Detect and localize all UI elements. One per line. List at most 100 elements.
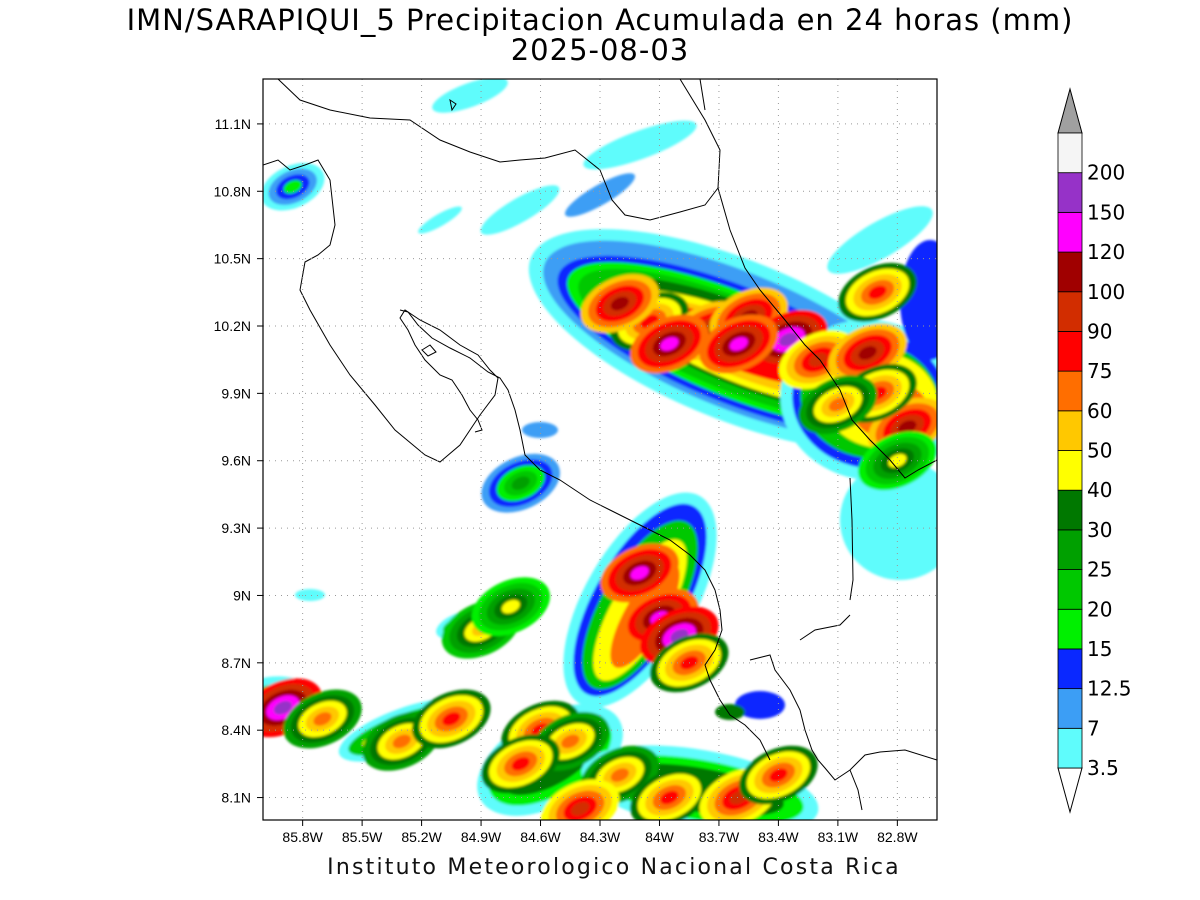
colorbar-label: 60 bbox=[1087, 399, 1112, 423]
colorbar-label: 120 bbox=[1087, 240, 1125, 264]
coastline-caribbean bbox=[717, 187, 937, 479]
colorbar-swatch bbox=[1057, 489, 1083, 531]
coastline-burica bbox=[749, 654, 937, 781]
colorbar-label: 200 bbox=[1087, 161, 1125, 185]
coastline-nicaragua bbox=[277, 79, 721, 221]
lat-tick-label: 8.4N bbox=[221, 722, 251, 738]
rain-cell bbox=[610, 768, 629, 782]
rain-cell bbox=[858, 346, 877, 360]
colorbar-label: 12.5 bbox=[1087, 677, 1132, 701]
lon-tick-label: 83.4W bbox=[758, 829, 799, 845]
colorbar-swatch bbox=[1057, 648, 1083, 690]
lon-tick-label: 84W bbox=[645, 829, 675, 845]
colorbar-swatch bbox=[1057, 569, 1083, 610]
lon-tick-label: 85.2W bbox=[401, 829, 442, 845]
rain-cell bbox=[660, 337, 679, 351]
rain-band bbox=[480, 185, 560, 235]
rain-cell bbox=[660, 790, 679, 805]
lat-tick-label: 11.1N bbox=[215, 116, 251, 132]
colorbar-label: 50 bbox=[1087, 439, 1112, 463]
rain-band bbox=[418, 206, 462, 234]
colorbar-label: 75 bbox=[1087, 359, 1112, 383]
colorbar-swatch bbox=[1057, 132, 1083, 174]
rain-band bbox=[565, 173, 635, 217]
colorbar-label: 40 bbox=[1087, 478, 1112, 502]
colorbar-label: 3.5 bbox=[1087, 756, 1119, 780]
lat-tick-label: 10.8N bbox=[214, 183, 251, 199]
island-chira bbox=[421, 344, 437, 357]
colorbar-max-arrow bbox=[1057, 87, 1083, 134]
rain-cell bbox=[828, 397, 847, 412]
lat-tick-label: 10.5N bbox=[214, 251, 251, 267]
rain-band bbox=[735, 691, 785, 719]
rain-cell bbox=[630, 566, 649, 580]
lat-tick-label: 8.7N bbox=[221, 655, 251, 671]
lat-tick-label: 9.9N bbox=[221, 385, 251, 401]
rain-cell bbox=[561, 734, 580, 749]
rain-band bbox=[522, 422, 558, 438]
colorbar-label: 90 bbox=[1087, 319, 1112, 343]
rain-cell bbox=[392, 734, 411, 749]
rain-cell bbox=[779, 332, 798, 347]
rain-cell bbox=[571, 801, 590, 816]
rain-cell bbox=[283, 179, 302, 194]
colorbar-swatch bbox=[1057, 251, 1083, 293]
colorbar-swatch bbox=[1057, 688, 1083, 729]
colorbar-label: 100 bbox=[1087, 280, 1125, 304]
colorbar-min-arrow bbox=[1057, 767, 1083, 814]
lat-tick-label: 8.1N bbox=[221, 790, 251, 806]
colorbar-swatch bbox=[1057, 529, 1083, 570]
rain-cell bbox=[511, 757, 530, 771]
rain-band bbox=[827, 206, 933, 274]
colorbar-swatch bbox=[1057, 410, 1083, 451]
colorbar-label: 30 bbox=[1087, 518, 1112, 542]
precipitation-field bbox=[263, 79, 937, 820]
lon-tick-label: 84.6W bbox=[520, 829, 561, 845]
coastline-osa-east bbox=[799, 614, 851, 641]
lon-tick-label: 85.5W bbox=[342, 829, 383, 845]
lon-tick-label: 84.3W bbox=[580, 829, 621, 845]
colorbar-swatch bbox=[1057, 727, 1083, 769]
colorbar-swatch bbox=[1057, 370, 1083, 412]
lon-tick-label: 84.9W bbox=[461, 829, 502, 845]
rain-band bbox=[583, 120, 697, 170]
colorbar-label: 25 bbox=[1087, 558, 1112, 582]
coastline-gulf-nicoya bbox=[399, 309, 771, 761]
lat-tick-label: 9.6N bbox=[221, 453, 251, 469]
colorbar-label: 150 bbox=[1087, 200, 1125, 224]
colorbar-label: 15 bbox=[1087, 637, 1112, 661]
coastline-panama-south bbox=[849, 769, 863, 811]
map-title: IMN/SARAPIQUI_5 Precipitacion Acumulada … bbox=[126, 3, 1074, 37]
latitude-axis: 8.1N 8.4N 8.7N 9N 9.3N 9.6N 9.9N 10.2N 10.5N 10.8… bbox=[214, 116, 263, 806]
colorbar-swatch bbox=[1057, 331, 1083, 372]
map-date: 2025-08-03 bbox=[510, 33, 690, 67]
rain-band bbox=[295, 589, 325, 601]
rain-cell bbox=[313, 712, 332, 726]
lon-tick-label: 85.8W bbox=[282, 829, 323, 845]
lat-tick-label: 9.3N bbox=[221, 520, 251, 536]
colorbar-swatch bbox=[1057, 291, 1083, 332]
lon-tick-label: 83.7W bbox=[699, 829, 740, 845]
rain-cell bbox=[442, 712, 461, 726]
rain-band bbox=[840, 460, 937, 580]
rain-band bbox=[715, 704, 745, 720]
colorbar-swatch bbox=[1057, 450, 1083, 491]
rain-cell bbox=[273, 700, 292, 715]
rain-cell bbox=[898, 420, 917, 434]
rain-cell bbox=[868, 285, 887, 300]
rain-cell bbox=[729, 337, 748, 351]
footer-credit: Instituto Meteorologico Nacional Costa R… bbox=[327, 855, 901, 880]
lat-tick-label: 9N bbox=[233, 587, 251, 603]
colorbar-label: 7 bbox=[1087, 716, 1100, 740]
rain-cell bbox=[511, 476, 530, 490]
rain-cell bbox=[610, 296, 629, 311]
colorbar-swatch bbox=[1057, 608, 1083, 650]
colorbar-label: 20 bbox=[1087, 597, 1112, 621]
longitude-axis: 85.8W 85.5W 85.2W 84.9W 84.6W 84.3W 84W 83.7W 83… bbox=[282, 820, 918, 845]
colorbar-swatch bbox=[1057, 211, 1083, 253]
border-panama bbox=[849, 477, 854, 601]
coastline-pacific-north bbox=[263, 159, 499, 463]
map-grid bbox=[263, 79, 937, 820]
lon-tick-label: 83.1W bbox=[818, 829, 859, 845]
